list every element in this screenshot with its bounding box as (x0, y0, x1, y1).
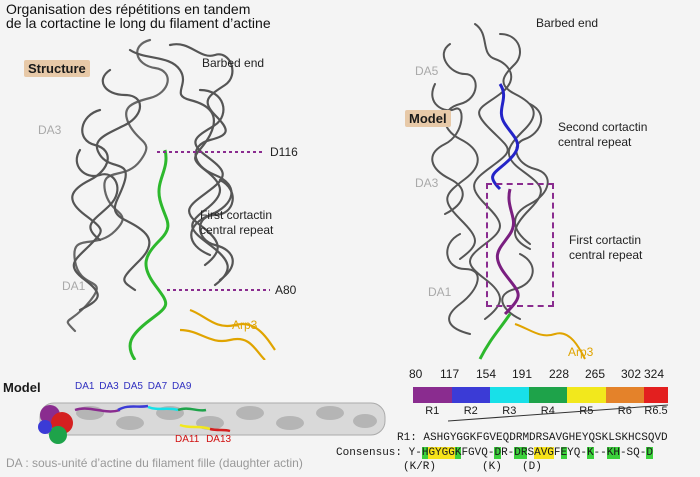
consensus-residue: DR (514, 447, 528, 459)
structure-first-repeat-line-1: First cortactin (200, 208, 273, 222)
consensus-residue: AVG (534, 447, 554, 459)
model-da5-label: DA5 (415, 64, 439, 78)
legend-segment-r2 (451, 387, 491, 403)
filament-model-drawing (38, 402, 386, 444)
boundary-117: 117 (440, 367, 460, 381)
r1-sequence: ASHGYGGKFGVEQDRMDRSAVGHEYQSKLSKHCSQVD (423, 432, 668, 444)
boundary-324: 324 (644, 367, 665, 381)
boundary-265: 265 (585, 367, 606, 381)
da1-tag: DA1 (75, 381, 95, 392)
consensus-residue: YQ- (567, 447, 587, 459)
consensus-residue: KH (606, 447, 620, 459)
structure-molecule-drawing (66, 38, 276, 360)
legend-label-r2: R2 (463, 405, 478, 417)
legend-label-r1: R1 (425, 405, 440, 417)
model-second-repeat-line-2: central repeat (558, 135, 632, 149)
consensus-residue: F (553, 447, 561, 459)
filament-da-labels-bottom: DA11 DA13 (175, 434, 231, 445)
boundary-228: 228 (549, 367, 570, 381)
model-molecule-drawing (431, 23, 586, 360)
model-barbed-end-label: Barbed end (536, 16, 599, 30)
da11-tag: DA11 (175, 434, 200, 445)
consensus-residue: K (586, 447, 594, 459)
footnote: DA : sous-unité d’actine du filament fil… (6, 456, 303, 470)
consensus-residue: E (560, 447, 568, 459)
consensus-residue: FGVQ- (461, 447, 495, 459)
consensus-residue: R- (501, 447, 515, 459)
model-arp3-label: Arp3 (568, 345, 594, 359)
da3-tag: DA3 (99, 381, 119, 392)
d116-label: D116 (270, 145, 298, 159)
model-second-repeat-line-1: Second cortactin (558, 120, 648, 134)
figure-title-line-2: de la cortactine le long du filament d’a… (6, 15, 271, 31)
model-da1-label: DA1 (428, 285, 452, 299)
legend-boundaries: 80 117 154 191 228 265 302 324 (409, 367, 700, 383)
legend-bracket (448, 404, 668, 422)
consensus-residue: K (454, 447, 462, 459)
legend-segment-r1 (413, 387, 452, 403)
da13-tag: DA13 (206, 434, 232, 445)
structure-first-repeat-line-2: central repeat (200, 223, 274, 237)
variant-k-r: (K/R) (403, 461, 437, 473)
boundary-302: 302 (621, 367, 642, 381)
boundary-191: 191 (512, 367, 533, 381)
consensus-residue: GYGG (428, 447, 455, 459)
da9-tag: DA9 (171, 381, 192, 392)
consensus-sequence: Y-HGYGGKFGVQ-DR-DRSAVGFEYQ-K--KH-SQ-D (409, 447, 653, 459)
consensus-row: Consensus: Y-HGYGGKFGVQ-DR-DRSAVGFEYQ-K-… (336, 447, 653, 459)
variant-k: (K) (482, 461, 502, 473)
legend-segment-r6-5 (644, 387, 668, 403)
consensus-residue: Y- (408, 447, 422, 459)
model-first-repeat-line-1: First cortactin (569, 233, 642, 247)
structure-barbed-end-label: Barbed end (202, 56, 265, 70)
boundary-80: 80 (409, 367, 423, 381)
legend-segment-r6 (605, 387, 645, 403)
filament-model-title: Model (3, 380, 41, 395)
da7-tag: DA7 (147, 381, 168, 392)
consensus-label: Consensus: (336, 447, 403, 459)
filament-da-labels-top: DA1 DA3 DA5 DA7 DA9 (75, 381, 191, 392)
legend-label-r3: R3 (502, 405, 517, 417)
variant-d: (D) (522, 461, 542, 473)
consensus-residue: -- (593, 447, 607, 459)
boundary-154: 154 (476, 367, 497, 381)
r1-sequence-row: R1: ASHGYGGKFGVEQDRMDRSAVGHEYQSKLSKHCSQV… (397, 432, 668, 444)
structure-arp3-label: Arp3 (232, 318, 258, 332)
structure-da3-label: DA3 (38, 123, 62, 137)
consensus-residue: D (646, 447, 653, 459)
legend-segment-r4 (528, 387, 568, 403)
figure-title-line-1: Organisation des répétitions en tandem (6, 1, 251, 17)
consensus-residue: D (494, 447, 502, 459)
model-first-repeat-line-2: central repeat (569, 248, 643, 262)
structure-tag: Structure (24, 60, 90, 77)
model-da3-label: DA3 (415, 176, 439, 190)
consensus-residue: -SQ- (619, 447, 647, 459)
r1-label: R1: (397, 432, 417, 444)
consensus-residue: S (527, 447, 535, 459)
legend-label-r6-5: R6.5 (644, 405, 668, 417)
structure-da1-label: DA1 (62, 279, 86, 293)
first-repeat-highlight-box (486, 183, 554, 307)
model-tag: Model (405, 110, 451, 127)
da5-tag: DA5 (123, 381, 143, 392)
consensus-residue: H (421, 447, 429, 459)
legend-color-bar (413, 387, 668, 403)
legend-segment-r5 (567, 387, 606, 403)
a80-label: A80 (275, 283, 297, 297)
legend-segment-r3 (490, 387, 529, 403)
structure-leader-lines (157, 151, 270, 291)
